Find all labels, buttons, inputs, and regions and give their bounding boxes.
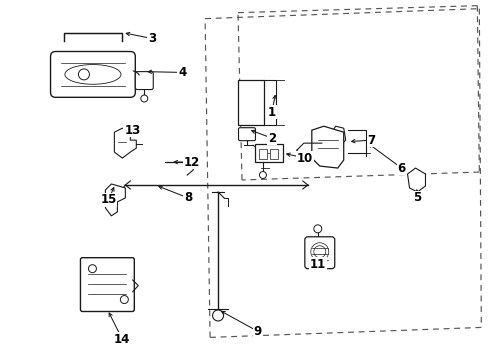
FancyBboxPatch shape [305, 237, 335, 269]
FancyBboxPatch shape [238, 80, 264, 125]
Text: 2: 2 [268, 132, 276, 145]
Polygon shape [408, 168, 425, 192]
Circle shape [89, 265, 97, 273]
Polygon shape [312, 126, 343, 168]
Text: 7: 7 [368, 134, 376, 147]
FancyBboxPatch shape [255, 144, 283, 162]
Text: 8: 8 [184, 192, 192, 204]
Circle shape [121, 296, 128, 303]
Text: 12: 12 [184, 156, 200, 168]
Circle shape [141, 95, 148, 102]
Text: 15: 15 [100, 193, 117, 206]
Text: 13: 13 [124, 124, 141, 137]
Ellipse shape [65, 64, 121, 84]
Text: 11: 11 [310, 258, 326, 271]
Text: 10: 10 [297, 152, 313, 165]
Circle shape [213, 310, 223, 321]
Text: 4: 4 [178, 66, 186, 79]
FancyBboxPatch shape [259, 149, 267, 159]
Polygon shape [105, 184, 125, 216]
Text: 5: 5 [414, 192, 421, 204]
FancyBboxPatch shape [50, 51, 135, 97]
Circle shape [78, 69, 90, 80]
Text: 3: 3 [148, 32, 156, 45]
FancyBboxPatch shape [80, 258, 134, 311]
Text: 1: 1 [268, 106, 276, 119]
FancyBboxPatch shape [135, 72, 153, 90]
Circle shape [314, 225, 322, 233]
Circle shape [260, 171, 267, 179]
Text: 14: 14 [114, 333, 130, 346]
Polygon shape [114, 128, 136, 158]
FancyBboxPatch shape [239, 128, 255, 141]
FancyBboxPatch shape [270, 149, 278, 159]
Polygon shape [328, 126, 346, 148]
Text: 9: 9 [254, 325, 262, 338]
Text: 6: 6 [397, 162, 406, 175]
